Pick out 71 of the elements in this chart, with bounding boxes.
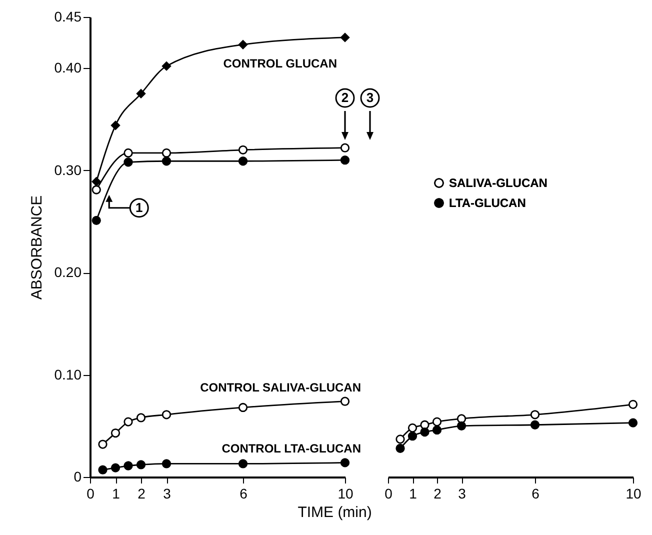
point bbox=[92, 177, 101, 186]
point bbox=[340, 396, 350, 406]
x-tick-label: 10 bbox=[626, 486, 642, 502]
legend-label: SALIVA-GLUCAN bbox=[449, 176, 548, 190]
point bbox=[124, 417, 133, 426]
annotation: 1 bbox=[136, 200, 143, 215]
point bbox=[124, 148, 133, 158]
legend-label: LTA-GLUCAN bbox=[449, 196, 526, 210]
point bbox=[124, 158, 133, 167]
point bbox=[396, 444, 405, 453]
point bbox=[340, 32, 350, 42]
series-label: CONTROL SALIVA-GLUCAN bbox=[200, 380, 361, 394]
point bbox=[162, 61, 172, 71]
x-tick-label: 0 bbox=[384, 486, 393, 502]
annotation: 2 bbox=[341, 90, 349, 105]
point bbox=[456, 421, 466, 430]
point bbox=[136, 413, 146, 422]
text: 3 bbox=[366, 90, 374, 105]
x-tick-label: 1 bbox=[112, 486, 120, 502]
series-label: CONTROL GLUCAN bbox=[223, 56, 337, 70]
point bbox=[396, 434, 405, 444]
point bbox=[456, 414, 466, 424]
point bbox=[124, 461, 133, 470]
point bbox=[238, 402, 248, 412]
x-axis-title: TIME (min) bbox=[298, 504, 372, 521]
point bbox=[420, 427, 430, 437]
y-axis-title: ABSORBANCE bbox=[28, 195, 46, 300]
point bbox=[92, 216, 101, 225]
x-tick-label: 0 bbox=[86, 486, 95, 502]
y-tick-label: 0 bbox=[74, 468, 82, 484]
point bbox=[530, 420, 540, 430]
point bbox=[162, 410, 172, 420]
point bbox=[110, 120, 120, 130]
y-tick-label: 0.10 bbox=[54, 366, 82, 382]
point bbox=[136, 89, 146, 98]
point bbox=[110, 428, 120, 438]
point bbox=[432, 417, 442, 426]
point bbox=[162, 459, 172, 468]
point bbox=[162, 156, 172, 166]
point bbox=[238, 145, 248, 154]
point bbox=[98, 440, 108, 449]
x-tick-label: 6 bbox=[240, 486, 248, 502]
x-tick-label: 10 bbox=[338, 486, 354, 502]
point bbox=[92, 185, 101, 194]
point bbox=[136, 460, 146, 470]
point bbox=[340, 143, 350, 152]
point bbox=[628, 400, 638, 409]
point bbox=[408, 432, 418, 441]
point bbox=[238, 459, 248, 468]
y-tick-label: 0.40 bbox=[54, 60, 82, 76]
y-tick-label: 0.30 bbox=[54, 162, 82, 178]
y-tick-label: 0.45 bbox=[54, 8, 82, 24]
x-tick-label: 6 bbox=[532, 486, 540, 502]
point bbox=[98, 465, 108, 474]
point bbox=[530, 410, 540, 420]
point bbox=[340, 458, 350, 468]
point bbox=[408, 423, 418, 432]
point bbox=[238, 40, 248, 50]
point bbox=[628, 418, 638, 428]
x-tick-label: 2 bbox=[434, 486, 442, 502]
point bbox=[340, 156, 350, 165]
point bbox=[162, 148, 172, 158]
point bbox=[432, 425, 442, 435]
y-tick-label: 0.20 bbox=[54, 264, 82, 280]
point bbox=[238, 156, 248, 166]
x-tick-label: 1 bbox=[409, 486, 418, 502]
x-tick-label: 3 bbox=[163, 486, 172, 502]
point bbox=[110, 463, 120, 472]
x-tick-label: 3 bbox=[458, 486, 466, 502]
series-label: CONTROL LTA-GLUCAN bbox=[222, 442, 361, 456]
x-tick-label: 2 bbox=[138, 486, 146, 502]
